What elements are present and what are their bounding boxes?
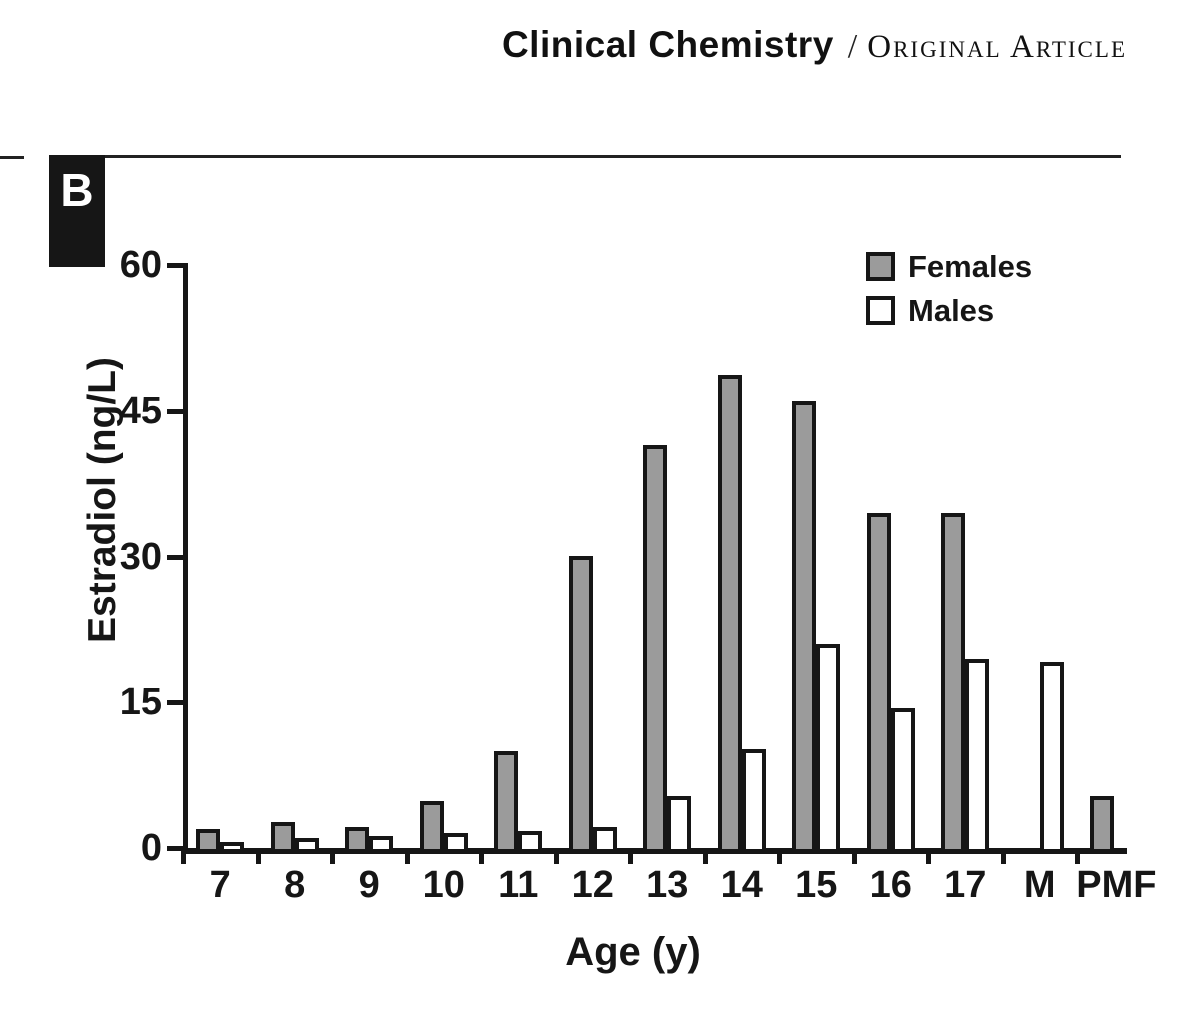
legend-label-males: Males: [908, 293, 995, 328]
x-category-label: 8: [284, 864, 306, 906]
bar-males-7: [220, 842, 245, 853]
x-category-label: 13: [646, 864, 689, 906]
horizontal-rule: [50, 155, 1121, 158]
y-tick-label: 15: [119, 681, 162, 724]
bar-males-12: [592, 827, 617, 853]
x-category-label: 10: [422, 864, 465, 906]
x-axis-title: Age (y): [565, 930, 701, 974]
header-separator: /: [847, 28, 858, 65]
bar-males-11: [518, 831, 543, 853]
panel-label: B: [60, 164, 94, 216]
legend-label-females: Females: [908, 249, 1033, 284]
y-tick-label: 30: [119, 535, 162, 578]
legend-item-females: Females: [866, 251, 1032, 282]
x-tick: [479, 848, 484, 864]
y-tick: [167, 846, 183, 851]
bar-females-PMF: [1090, 796, 1115, 853]
bar-males-M: [1039, 662, 1064, 853]
x-category-label: 12: [571, 864, 614, 906]
y-tick: [167, 263, 183, 268]
bar-males-17: [965, 659, 990, 853]
x-tick: [777, 848, 782, 864]
bar-males-13: [667, 796, 692, 853]
panel-label-box: B: [49, 155, 105, 267]
legend: Females Males: [866, 251, 1032, 339]
x-category-label: M: [1023, 864, 1056, 906]
bar-males-14: [741, 749, 766, 853]
x-tick: [255, 848, 261, 864]
bar-females-16: [866, 513, 891, 853]
x-tick: [1075, 848, 1080, 864]
y-axis-line: [183, 263, 188, 854]
bar-males-9: [369, 836, 394, 853]
x-category-label: 17: [944, 864, 987, 906]
x-category-label: 11: [498, 864, 539, 906]
bar-females-7: [196, 829, 221, 853]
females-swatch: [866, 252, 895, 281]
bar-females-17: [941, 513, 966, 853]
x-tick: [702, 848, 708, 864]
bar-females-12: [568, 556, 593, 853]
x-category-label: PMF: [1076, 864, 1157, 906]
x-tick: [1000, 848, 1006, 864]
bar-females-10: [419, 801, 444, 853]
bar-males-15: [816, 644, 841, 853]
x-category-label: 7: [209, 864, 231, 906]
article-type-label: Original Article: [867, 29, 1127, 65]
x-tick: [181, 848, 186, 864]
bar-females-15: [792, 401, 817, 853]
y-tick-label: 60: [119, 244, 162, 286]
journal-header: Clinical Chemistry / Original Article: [502, 24, 1127, 66]
males-swatch: [866, 296, 895, 325]
journal-title: Clinical Chemistry: [501, 24, 834, 65]
bar-males-8: [294, 838, 319, 853]
y-tick: [167, 408, 183, 414]
y-tick-label: 0: [140, 827, 162, 869]
bar-females-11: [494, 751, 519, 853]
x-category-label: 16: [869, 864, 912, 906]
bar-females-8: [270, 822, 295, 853]
bar-males-10: [443, 833, 468, 853]
x-category-label: 14: [720, 864, 763, 906]
y-tick-label: 45: [119, 389, 162, 432]
y-tick: [167, 554, 183, 560]
x-tick: [553, 848, 559, 864]
x-tick: [851, 848, 857, 864]
bar-females-14: [717, 375, 742, 853]
x-tick: [628, 848, 633, 864]
bar-males-16: [890, 708, 915, 853]
x-tick: [926, 848, 931, 864]
x-tick: [404, 848, 410, 864]
x-category-label: 15: [795, 864, 838, 906]
left-rule-fragment: [0, 156, 24, 159]
legend-item-males: Males: [866, 295, 1032, 326]
bar-females-13: [643, 445, 668, 853]
x-tick: [330, 848, 335, 864]
x-category-label: 9: [358, 864, 380, 906]
y-tick: [167, 700, 183, 706]
bar-females-9: [345, 827, 370, 853]
